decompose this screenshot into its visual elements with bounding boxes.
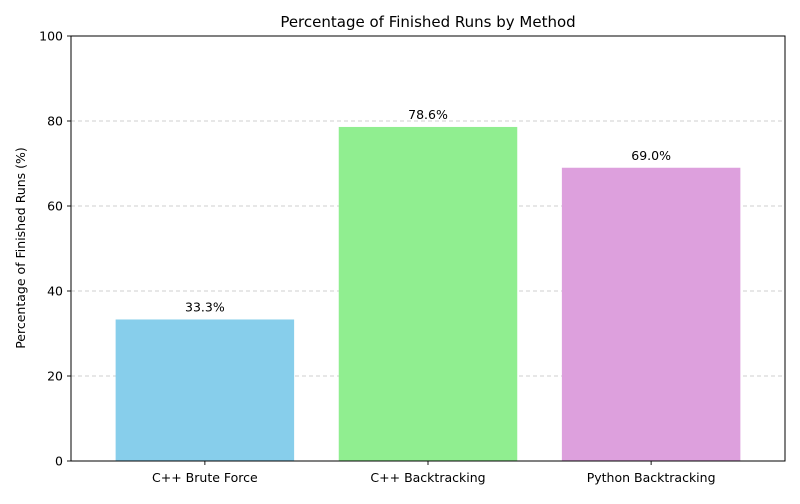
y-tick-label-40: 40 (47, 284, 63, 299)
bar-0 (115, 319, 295, 461)
x-tick-label-0: C++ Brute Force (152, 470, 258, 485)
bar-1 (338, 126, 518, 461)
bar-2 (561, 167, 741, 461)
bar-value-label-0: 33.3% (185, 299, 225, 314)
y-tick-label-20: 20 (47, 369, 63, 384)
bar-value-label-2: 69.0% (631, 148, 671, 163)
plot-frame (70, 35, 786, 462)
bar-value-label-1: 78.6% (408, 107, 448, 122)
bar-value-labels: 33.3% 78.6% 69.0% (185, 107, 671, 315)
y-axis-label: Percentage of Finished Runs (%) (13, 147, 28, 349)
x-tick-label-1: C++ Backtracking (370, 470, 485, 485)
y-tick-label-60: 60 (47, 199, 63, 214)
bars (115, 126, 741, 461)
axes: C++ Brute Force C++ Backtracking Python Ba… (39, 29, 786, 485)
y-tick-label-80: 80 (47, 114, 63, 129)
chart-title: Percentage of Finished Runs by Method (280, 13, 575, 31)
y-tick-label-0: 0 (55, 454, 63, 469)
x-tick-label-2: Python Backtracking (587, 470, 716, 485)
y-tick-label-100: 100 (39, 29, 63, 44)
